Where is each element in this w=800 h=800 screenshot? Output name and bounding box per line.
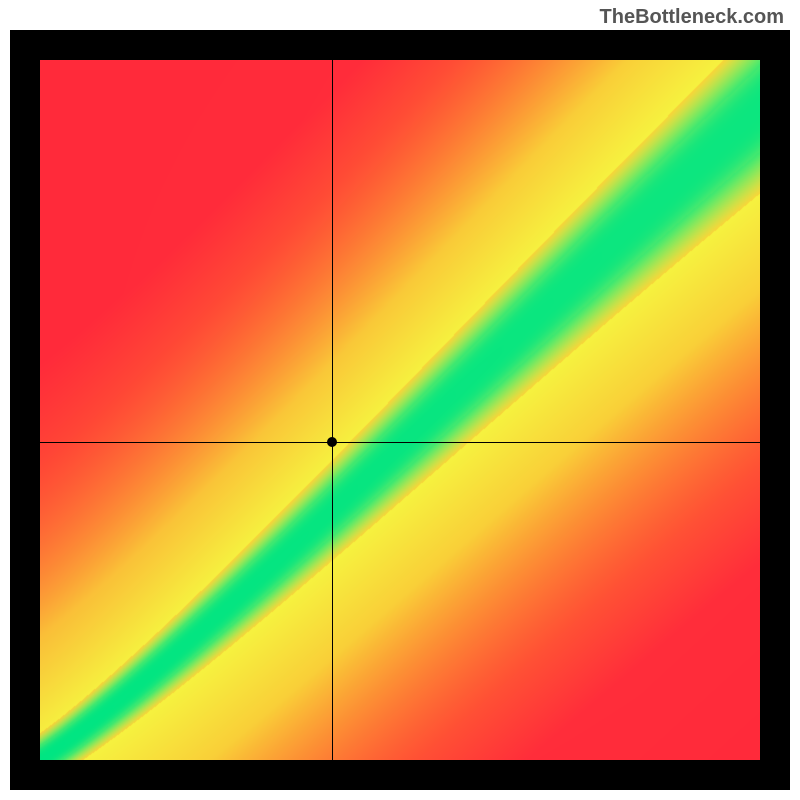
crosshair-vertical [332, 60, 333, 760]
outer-frame [10, 30, 790, 790]
crosshair-marker [327, 437, 337, 447]
chart-container: TheBottleneck.com [0, 0, 800, 800]
heatmap-canvas [40, 60, 760, 760]
heatmap-plot [40, 60, 760, 760]
crosshair-horizontal [40, 442, 760, 443]
watermark-text: TheBottleneck.com [600, 6, 784, 29]
